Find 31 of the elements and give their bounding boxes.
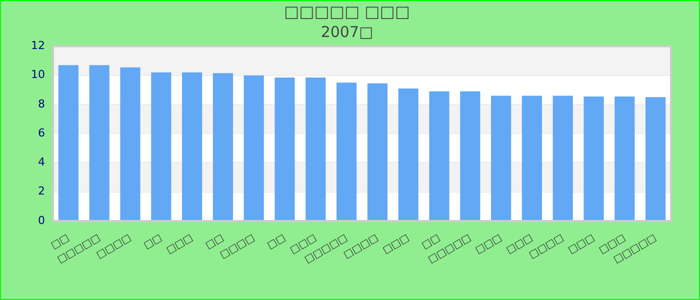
y-tick-label: 8: [38, 97, 45, 110]
bar: [151, 72, 172, 220]
x-tick-label: □□: [266, 232, 288, 252]
bar: [491, 96, 512, 220]
y-tick-label: 6: [38, 126, 45, 140]
chart-subtitle: 2007□: [320, 23, 374, 42]
bar: [306, 78, 326, 220]
bar: [244, 75, 264, 220]
y-tick-label: 4: [38, 156, 45, 169]
y-tick-label: 2: [38, 184, 45, 198]
bar: [429, 91, 450, 220]
bar: [522, 96, 542, 220]
bar: [212, 73, 233, 220]
bar: [336, 82, 357, 220]
bar: [646, 97, 666, 220]
bar: [58, 65, 78, 220]
bar: [614, 96, 635, 220]
bar: [182, 72, 202, 220]
bar: [552, 96, 573, 220]
bar: [460, 91, 480, 220]
bar: [89, 65, 110, 220]
x-tick-label: □□: [142, 232, 164, 252]
y-tick-label: 12: [30, 39, 45, 52]
y-tick-label: 10: [30, 68, 45, 82]
bar: [274, 78, 295, 220]
bar: [120, 67, 140, 220]
bar: [584, 96, 604, 220]
bar: [398, 88, 418, 220]
bar: [367, 83, 388, 220]
chart-title: □□□□□ □□□: [284, 2, 410, 21]
y-tick-label: 0: [38, 214, 45, 227]
